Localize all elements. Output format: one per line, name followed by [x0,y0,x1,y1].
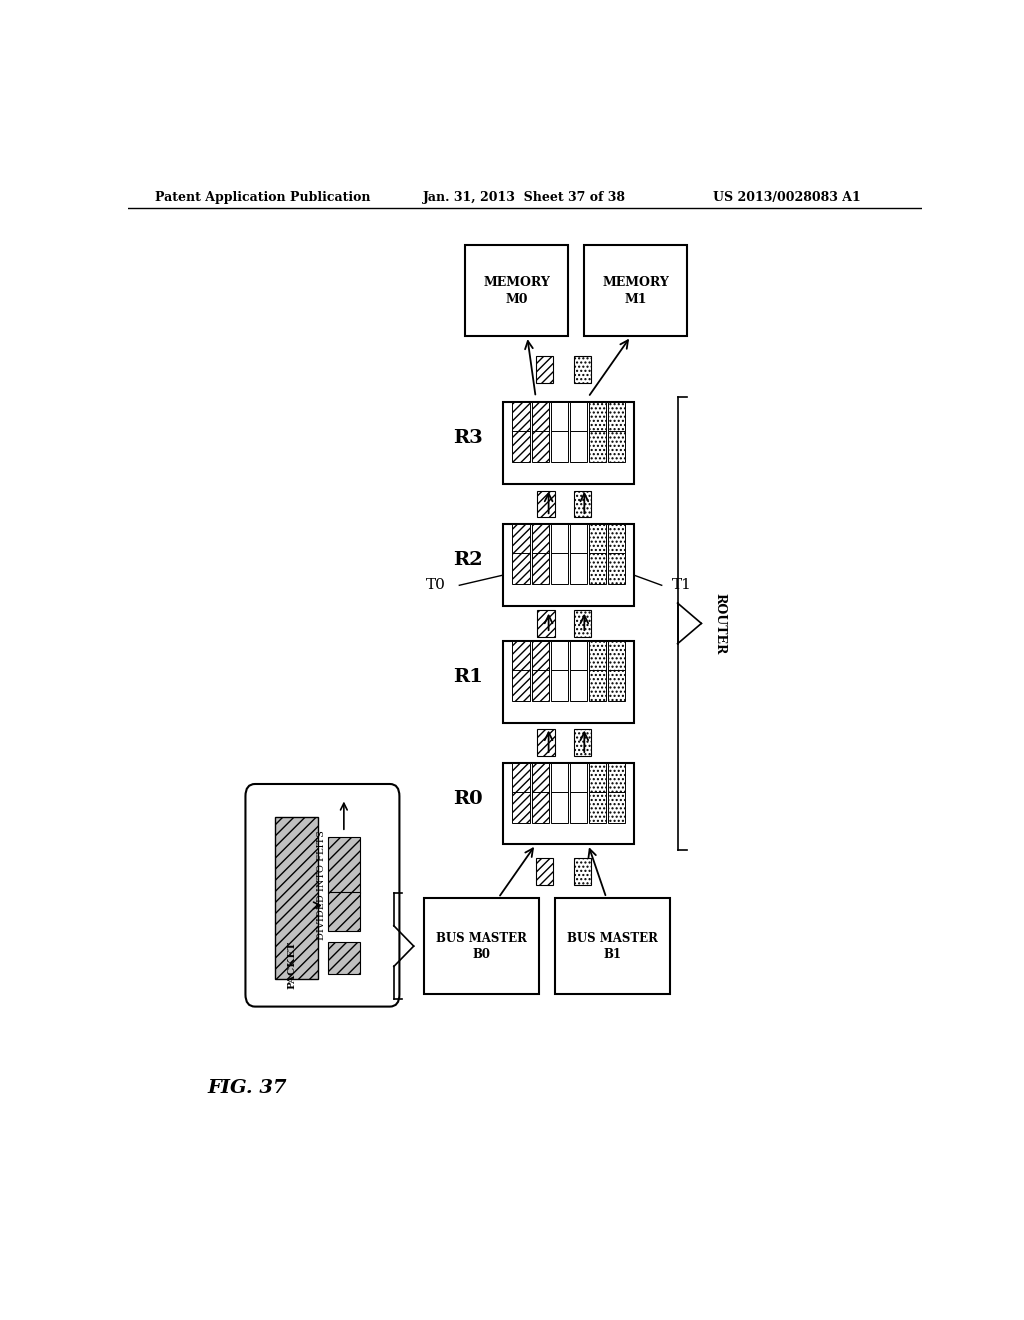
Bar [589,524,606,556]
Bar [551,763,568,795]
Bar [551,642,568,672]
Bar [328,892,359,932]
Bar [531,763,549,795]
Bar [538,610,555,636]
Bar [585,244,687,337]
Bar [607,403,626,433]
Bar [589,642,606,672]
Bar [551,669,568,701]
Text: R3: R3 [454,429,483,447]
Text: Patent Application Publication: Patent Application Publication [156,190,371,203]
Bar [607,642,626,672]
Bar [512,403,530,433]
Bar [512,524,530,556]
Bar [569,524,587,556]
Bar [274,817,318,979]
Bar [607,792,626,822]
Bar [424,898,539,994]
Bar [512,792,530,822]
Bar [512,430,530,462]
Bar [551,792,568,822]
Bar [531,403,549,433]
Bar [589,669,606,701]
Text: BUS MASTER
B0: BUS MASTER B0 [436,932,526,961]
Bar [569,763,587,795]
Text: BUS MASTER
B1: BUS MASTER B1 [566,932,657,961]
Bar [574,491,592,517]
Text: R1: R1 [454,668,483,686]
Bar [503,403,634,483]
Text: ROUTER: ROUTER [714,593,726,655]
Bar [607,524,626,556]
Bar [503,763,634,845]
Text: DIVIDED INTO FLITS: DIVIDED INTO FLITS [317,830,326,940]
Bar [512,763,530,795]
Bar [569,403,587,433]
Bar [512,669,530,701]
Bar [574,858,592,884]
Bar [531,430,549,462]
Bar [538,491,555,517]
Bar [538,730,555,756]
Text: T0: T0 [426,578,445,593]
Bar [555,898,670,994]
Bar [503,642,634,722]
Bar [569,642,587,672]
Bar [551,430,568,462]
Text: R0: R0 [454,789,483,808]
Bar [503,524,634,606]
Text: US 2013/0028083 A1: US 2013/0028083 A1 [713,190,860,203]
Bar [589,403,606,433]
Bar [589,763,606,795]
Bar [607,763,626,795]
Bar [531,792,549,822]
Bar [551,403,568,433]
Bar [607,669,626,701]
Bar [574,356,592,383]
Bar [536,858,553,884]
Text: MEMORY
M0: MEMORY M0 [483,276,550,305]
Bar [551,524,568,556]
Text: PACKET: PACKET [288,941,297,989]
Bar [574,730,592,756]
Bar [569,792,587,822]
Text: R2: R2 [454,550,483,569]
Bar [531,524,549,556]
Bar [531,642,549,672]
Bar [512,642,530,672]
Bar [569,669,587,701]
Text: T1: T1 [672,578,691,593]
Bar [589,430,606,462]
Bar [607,430,626,462]
Bar [589,792,606,822]
Bar [465,244,568,337]
FancyBboxPatch shape [246,784,399,1007]
Bar [328,942,359,974]
Bar [512,553,530,583]
Bar [551,553,568,583]
Bar [531,669,549,701]
Text: FIG. 37: FIG. 37 [207,1080,287,1097]
Bar [569,430,587,462]
Bar [531,553,549,583]
Bar [589,553,606,583]
Bar [607,553,626,583]
Bar [569,553,587,583]
Text: Jan. 31, 2013  Sheet 37 of 38: Jan. 31, 2013 Sheet 37 of 38 [423,190,627,203]
Bar [574,610,592,636]
Text: MEMORY
M1: MEMORY M1 [602,276,670,305]
Bar [536,356,553,383]
Bar [328,837,359,892]
